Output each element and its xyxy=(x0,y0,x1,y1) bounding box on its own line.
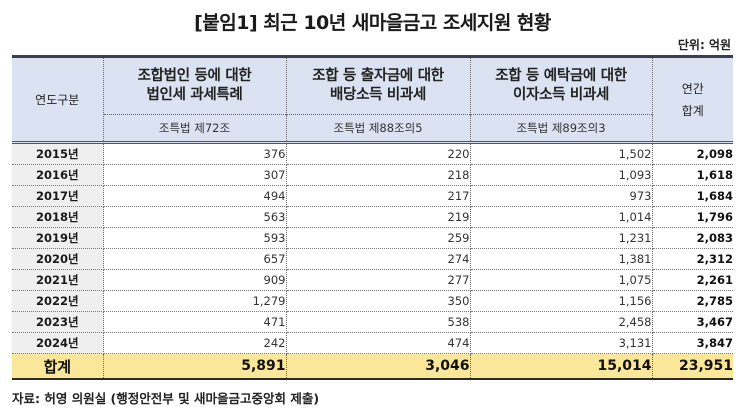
value-cell: 242 xyxy=(102,332,287,354)
value-cell: 563 xyxy=(102,206,287,228)
value-cell: 538 xyxy=(285,311,471,333)
annual-total-cell: 3,847 xyxy=(651,332,733,354)
value-cell: 218 xyxy=(285,164,471,186)
header-interest-tax: 조합 등 예탁금에 대한 이자소득 비과세 xyxy=(469,56,653,115)
header-line1: 조합 등 출자금에 대한 xyxy=(312,68,444,84)
value-cell: 909 xyxy=(102,269,287,291)
header-line2: 배당소득 비과세 xyxy=(329,87,427,103)
value-cell: 1,075 xyxy=(469,269,653,291)
law-reference: 조특법 제72조 xyxy=(103,114,287,144)
value-cell: 259 xyxy=(285,227,471,249)
header-line1: 조합법인 등에 대한 xyxy=(137,68,252,84)
annual-total-cell: 1,618 xyxy=(651,164,733,186)
unit-label: 단위: 억원 xyxy=(677,38,731,52)
total-value-cell: 3,046 xyxy=(285,353,471,379)
year-cell: 2023년 xyxy=(12,311,104,333)
annual-total-cell: 2,098 xyxy=(651,142,733,165)
header-line2: 합계 xyxy=(681,103,704,118)
header-line2: 법인세 과세특례 xyxy=(146,87,243,103)
table-row: 2015년 376 220 1,502 2,098 xyxy=(12,142,733,165)
grand-total-cell: 23,951 xyxy=(651,353,733,379)
year-cell: 2018년 xyxy=(12,206,104,228)
year-cell: 2024년 xyxy=(12,332,104,354)
value-cell: 973 xyxy=(469,185,653,207)
header-annual-total: 연간 합계 xyxy=(651,56,733,144)
value-cell: 494 xyxy=(102,185,287,207)
annual-total-cell: 2,312 xyxy=(651,248,733,270)
table-row: 2024년 242 474 3,131 3,847 xyxy=(12,332,733,354)
header-year: 연도구분 xyxy=(12,56,104,144)
table-row: 2017년 494 217 973 1,684 xyxy=(12,185,733,207)
table-row: 2020년 657 274 1,381 2,312 xyxy=(12,248,733,270)
value-cell: 1,014 xyxy=(469,206,653,228)
table-row: 2019년 593 259 1,231 2,083 xyxy=(12,227,733,249)
value-cell: 376 xyxy=(102,142,287,165)
value-cell: 657 xyxy=(102,248,287,270)
value-cell: 474 xyxy=(285,332,471,354)
value-cell: 217 xyxy=(285,185,471,207)
value-cell: 1,279 xyxy=(102,290,287,312)
value-cell: 277 xyxy=(285,269,471,291)
value-cell: 274 xyxy=(285,248,471,270)
total-label: 합계 xyxy=(12,353,104,379)
header-line2: 이자소득 비과세 xyxy=(512,87,610,103)
header-line1: 조합 등 예탁금에 대한 xyxy=(495,68,627,84)
year-cell: 2021년 xyxy=(12,269,104,291)
value-cell: 3,131 xyxy=(469,332,653,354)
annual-total-cell: 2,785 xyxy=(651,290,733,312)
annual-total-cell: 2,083 xyxy=(651,227,733,249)
header-corporate-tax: 조합법인 등에 대한 법인세 과세특례 xyxy=(102,56,287,115)
value-cell: 1,093 xyxy=(469,164,653,186)
year-cell: 2020년 xyxy=(12,248,104,270)
value-cell: 219 xyxy=(285,206,471,228)
law-reference: 조특법 제89조의3 xyxy=(469,114,652,144)
year-cell: 2019년 xyxy=(12,227,104,249)
header-dividend-tax: 조합 등 출자금에 대한 배당소득 비과세 xyxy=(285,56,471,115)
table-row: 2022년 1,279 350 1,156 2,785 xyxy=(12,290,733,312)
value-cell: 2,458 xyxy=(469,311,653,333)
annual-total-cell: 3,467 xyxy=(651,311,733,333)
header-line1: 연간 xyxy=(681,81,704,96)
table-row: 2023년 471 538 2,458 3,467 xyxy=(12,311,733,333)
value-cell: 1,156 xyxy=(469,290,653,312)
table-row: 2018년 563 219 1,014 1,796 xyxy=(12,206,733,228)
source-caption: 자료: 허영 의원실 (행정안전부 및 새마을금고중앙회 제출) xyxy=(12,391,320,406)
year-cell: 2017년 xyxy=(12,185,104,207)
grand-total-row: 합계 5,891 3,046 15,014 23,951 xyxy=(12,353,733,379)
tax-support-table: 연도구분 조합법인 등에 대한 법인세 과세특례 조합 등 출자금에 대한 배당… xyxy=(12,55,733,380)
value-cell: 471 xyxy=(102,311,287,333)
value-cell: 220 xyxy=(285,142,471,165)
table-row: 2016년 307 218 1,093 1,618 xyxy=(12,164,733,186)
value-cell: 1,231 xyxy=(469,227,653,249)
law-reference: 조특법 제88조의5 xyxy=(285,114,471,144)
total-value-cell: 15,014 xyxy=(469,353,653,379)
value-cell: 1,502 xyxy=(469,142,653,165)
annual-total-cell: 1,684 xyxy=(651,185,733,207)
annual-total-cell: 2,261 xyxy=(651,269,733,291)
table-row: 2021년 909 277 1,075 2,261 xyxy=(12,269,733,291)
value-cell: 1,381 xyxy=(469,248,653,270)
value-cell: 307 xyxy=(102,164,287,186)
value-cell: 593 xyxy=(102,227,287,249)
total-value-cell: 5,891 xyxy=(102,353,287,379)
year-cell: 2022년 xyxy=(12,290,104,312)
year-cell: 2015년 xyxy=(12,142,104,165)
page-title: [붙임1] 최근 10년 새마을금고 조세지원 현황 xyxy=(194,12,551,34)
value-cell: 350 xyxy=(285,290,471,312)
annual-total-cell: 1,796 xyxy=(651,206,733,228)
year-cell: 2016년 xyxy=(12,164,104,186)
